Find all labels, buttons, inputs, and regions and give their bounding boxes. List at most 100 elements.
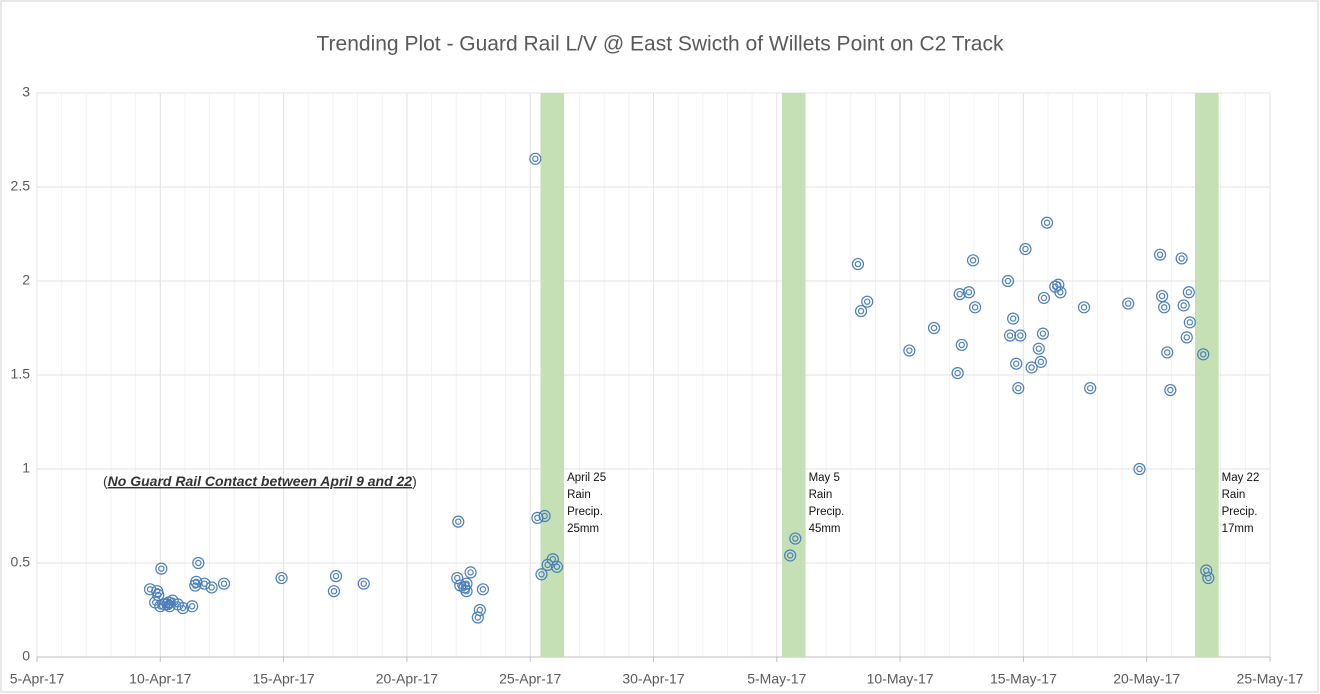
point-ring	[275, 571, 288, 585]
point	[1175, 252, 1188, 265]
point-core	[1156, 251, 1164, 258]
point-ring	[784, 549, 797, 562]
point-ring	[1156, 289, 1169, 303]
point-ring	[217, 577, 231, 590]
point	[784, 549, 797, 562]
point-core	[155, 591, 162, 599]
point-ring	[357, 577, 370, 590]
point-ring	[1202, 571, 1215, 585]
point-ring	[1177, 299, 1190, 312]
x-tick-label: 30-Apr-17	[622, 671, 684, 687]
annotation-part: (	[103, 473, 108, 489]
point-ring	[476, 583, 490, 596]
point-core	[906, 347, 913, 354]
x-tick-label: 15-Apr-17	[252, 671, 314, 687]
point	[851, 257, 865, 271]
point-core	[971, 304, 979, 311]
point	[1007, 312, 1020, 325]
point	[1010, 357, 1023, 370]
point	[535, 568, 548, 581]
point	[789, 532, 802, 545]
point	[1077, 301, 1091, 314]
x-tick-label: 5-May-17	[747, 671, 806, 687]
point-core	[1167, 386, 1174, 394]
point	[176, 602, 190, 615]
point-core	[958, 341, 965, 349]
band-label: Precip.	[1222, 506, 1258, 518]
point-ring	[1010, 357, 1023, 370]
point	[327, 585, 341, 598]
point-ring	[1036, 327, 1050, 340]
point	[1122, 297, 1135, 310]
point-ring	[529, 152, 542, 165]
point-core	[467, 569, 474, 576]
point-ring	[1084, 382, 1097, 395]
band-label: Precip.	[567, 506, 603, 518]
point-ring	[451, 571, 464, 585]
chart-title: Trending Plot - Guard Rail L/V @ East Sw…	[317, 33, 1004, 56]
point-ring	[186, 600, 199, 613]
point	[1012, 382, 1025, 395]
point-ring	[550, 560, 564, 573]
point	[927, 321, 941, 335]
point-ring	[1077, 301, 1091, 314]
point	[1183, 316, 1196, 329]
point-ring	[851, 257, 865, 271]
point-ring	[1025, 361, 1038, 374]
point-core	[1022, 245, 1029, 253]
point-ring	[1019, 242, 1032, 256]
point-core	[476, 606, 484, 614]
point-ring	[452, 515, 465, 528]
point	[1202, 571, 1215, 585]
point-ring	[1180, 331, 1193, 344]
point	[1054, 286, 1067, 299]
point-ring	[1040, 216, 1054, 229]
point-core	[1009, 315, 1017, 322]
x-tick-label: 25-Apr-17	[499, 671, 561, 687]
point-ring	[966, 254, 980, 267]
band-label: 25mm	[567, 523, 599, 535]
point-core	[549, 556, 557, 563]
point	[1153, 248, 1167, 261]
point	[1182, 286, 1195, 299]
point-ring	[1032, 342, 1045, 355]
point-core	[1086, 384, 1094, 392]
point-core	[330, 588, 338, 595]
x-tick-label: 15-May-17	[990, 671, 1057, 687]
point	[275, 571, 288, 585]
point-core	[1040, 294, 1048, 302]
point-ring	[546, 553, 559, 566]
point	[546, 553, 559, 566]
point	[1180, 331, 1193, 344]
point-ring	[176, 602, 190, 615]
point-core	[195, 559, 202, 567]
point	[550, 560, 564, 573]
point-core	[786, 552, 794, 559]
rain-band	[781, 93, 806, 657]
point-core	[864, 298, 871, 305]
band-label: 17mm	[1222, 523, 1254, 535]
point-ring	[155, 562, 168, 575]
point	[1164, 383, 1177, 397]
point-ring	[205, 581, 218, 594]
point-ring	[1197, 348, 1210, 361]
point-core	[1057, 289, 1064, 296]
point-core	[956, 290, 963, 298]
point-core	[332, 572, 340, 580]
point	[186, 600, 199, 613]
point-ring	[903, 344, 916, 357]
annotation-part: )	[412, 473, 417, 489]
point	[217, 577, 231, 590]
point-ring	[1037, 291, 1051, 305]
point-core	[179, 604, 187, 612]
point	[1025, 361, 1038, 374]
x-tick-label: 20-Apr-17	[376, 671, 438, 687]
point-ring	[854, 304, 868, 318]
y-tick-label: 0	[22, 648, 30, 664]
point-core	[1205, 574, 1212, 582]
point	[966, 254, 980, 267]
point-ring	[198, 577, 211, 590]
point-core	[1158, 292, 1166, 300]
